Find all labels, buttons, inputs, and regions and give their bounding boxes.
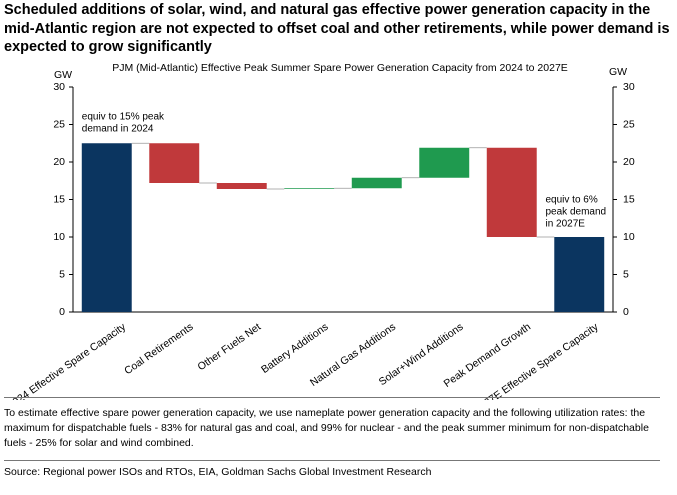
y2-tick-label: 25: [623, 118, 635, 130]
y-tick-label: 25: [53, 118, 65, 130]
y2-tick-label: 30: [623, 81, 635, 93]
y2-tick-label: 5: [623, 268, 629, 280]
headline: Scheduled additions of solar, wind, and …: [4, 2, 670, 55]
annotation: in 2027E: [546, 219, 586, 230]
y2-tick-label: 20: [623, 156, 635, 168]
change-bar: [486, 147, 537, 237]
change-bar: [149, 143, 200, 183]
annotation: demand in 2024: [82, 124, 154, 135]
total-bar: [554, 237, 605, 312]
y2-axis-label: GW: [609, 66, 627, 78]
y-tick-label: 30: [53, 81, 65, 93]
chart-title: PJM (Mid-Atlantic) Effective Peak Summer…: [112, 62, 568, 74]
change-bar: [419, 147, 470, 178]
change-bar: [284, 188, 335, 189]
change-bar: [216, 183, 267, 189]
footnote: To estimate effective spare power genera…: [4, 407, 649, 449]
x-tick-label: Other Fuels Net: [195, 321, 263, 373]
annotation: equiv to 6%: [546, 195, 598, 206]
annotation: equiv to 15% peak: [82, 112, 165, 123]
x-tick-label: Battery Additions: [259, 321, 330, 376]
chart: PJM (Mid-Atlantic) Effective Peak Summer…: [6, 62, 635, 400]
y2-tick-label: 15: [623, 193, 635, 205]
divider: [4, 460, 660, 461]
y-tick-label: 15: [53, 193, 65, 205]
y2-tick-label: 0: [623, 306, 629, 318]
x-tick-label: 2024 Effective Spare Capacity: [6, 320, 129, 400]
divider: [4, 397, 660, 398]
y2-tick-label: 10: [623, 231, 635, 243]
x-tick-label: Coal Retirements: [122, 321, 195, 377]
total-bar: [81, 143, 132, 312]
change-bar: [351, 177, 402, 189]
source: Source: Regional power ISOs and RTOs, EI…: [4, 466, 432, 478]
y-tick-label: 5: [59, 268, 65, 280]
annotation: peak demand: [546, 207, 607, 218]
y-tick-label: 20: [53, 156, 65, 168]
x-tick-label: 2027E Effective Spare Capacity: [472, 320, 601, 400]
y-tick-label: 0: [59, 306, 65, 318]
y-tick-label: 10: [53, 231, 65, 243]
y-axis-label: GW: [54, 69, 72, 81]
